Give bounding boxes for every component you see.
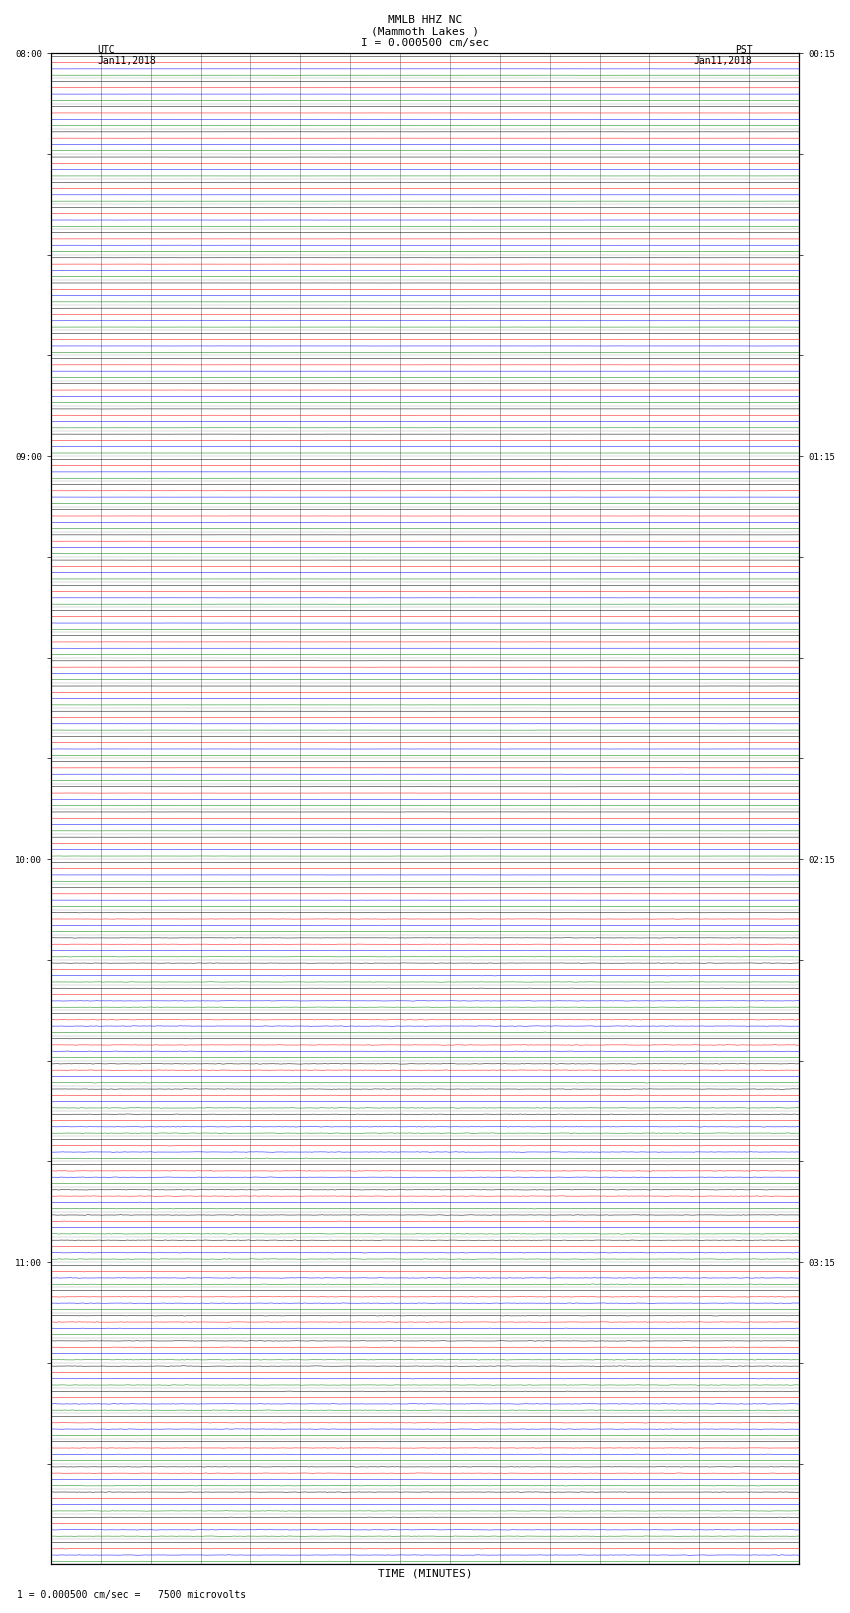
Text: UTC: UTC: [98, 45, 116, 55]
Text: PST: PST: [734, 45, 752, 55]
Text: Jan11,2018: Jan11,2018: [694, 56, 752, 66]
Title: MMLB HHZ NC
(Mammoth Lakes )
I = 0.000500 cm/sec: MMLB HHZ NC (Mammoth Lakes ) I = 0.00050…: [361, 15, 489, 48]
Text: 1 = 0.000500 cm/sec =   7500 microvolts: 1 = 0.000500 cm/sec = 7500 microvolts: [17, 1590, 246, 1600]
Text: Jan11,2018: Jan11,2018: [98, 56, 156, 66]
X-axis label: TIME (MINUTES): TIME (MINUTES): [377, 1569, 473, 1579]
